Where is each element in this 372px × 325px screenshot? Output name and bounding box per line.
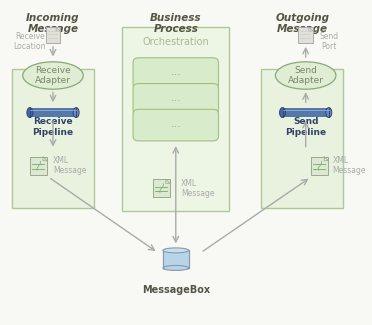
Text: Send
Pipeline: Send Pipeline: [285, 117, 326, 137]
FancyBboxPatch shape: [133, 58, 218, 89]
Text: Outgoing
Message: Outgoing Message: [275, 13, 329, 34]
FancyBboxPatch shape: [30, 108, 76, 117]
Ellipse shape: [73, 108, 79, 118]
Text: Incoming
Message: Incoming Message: [26, 13, 80, 34]
Text: Send
Adapter: Send Adapter: [288, 66, 324, 85]
Text: XML
Message: XML Message: [181, 178, 215, 198]
Ellipse shape: [280, 108, 286, 118]
Text: Send
Port: Send Port: [319, 32, 339, 51]
Text: Receive
Location: Receive Location: [14, 32, 46, 51]
FancyBboxPatch shape: [30, 157, 47, 175]
Text: ...: ...: [170, 119, 181, 129]
Text: Receive
Adapter: Receive Adapter: [35, 66, 71, 85]
Text: Orchestration: Orchestration: [142, 37, 209, 47]
FancyBboxPatch shape: [45, 27, 61, 43]
Ellipse shape: [163, 266, 189, 270]
Ellipse shape: [23, 62, 83, 89]
Ellipse shape: [326, 108, 332, 118]
Text: Business
Process: Business Process: [150, 13, 202, 34]
Ellipse shape: [27, 108, 33, 118]
FancyBboxPatch shape: [163, 250, 189, 270]
FancyBboxPatch shape: [163, 250, 189, 268]
Ellipse shape: [163, 248, 189, 253]
Text: Receive
Pipeline: Receive Pipeline: [32, 117, 74, 137]
Text: XML
Message: XML Message: [332, 156, 366, 176]
FancyBboxPatch shape: [311, 157, 328, 175]
FancyBboxPatch shape: [261, 69, 343, 208]
Text: XML
Message: XML Message: [53, 156, 87, 176]
FancyBboxPatch shape: [153, 179, 170, 197]
FancyBboxPatch shape: [12, 69, 94, 208]
FancyBboxPatch shape: [122, 27, 229, 211]
FancyBboxPatch shape: [133, 109, 218, 141]
FancyBboxPatch shape: [133, 84, 218, 115]
FancyBboxPatch shape: [298, 27, 313, 43]
Text: MessageBox: MessageBox: [142, 285, 210, 295]
Text: ...: ...: [170, 67, 181, 77]
Ellipse shape: [275, 62, 336, 89]
Text: ...: ...: [170, 93, 181, 103]
FancyBboxPatch shape: [283, 108, 329, 117]
